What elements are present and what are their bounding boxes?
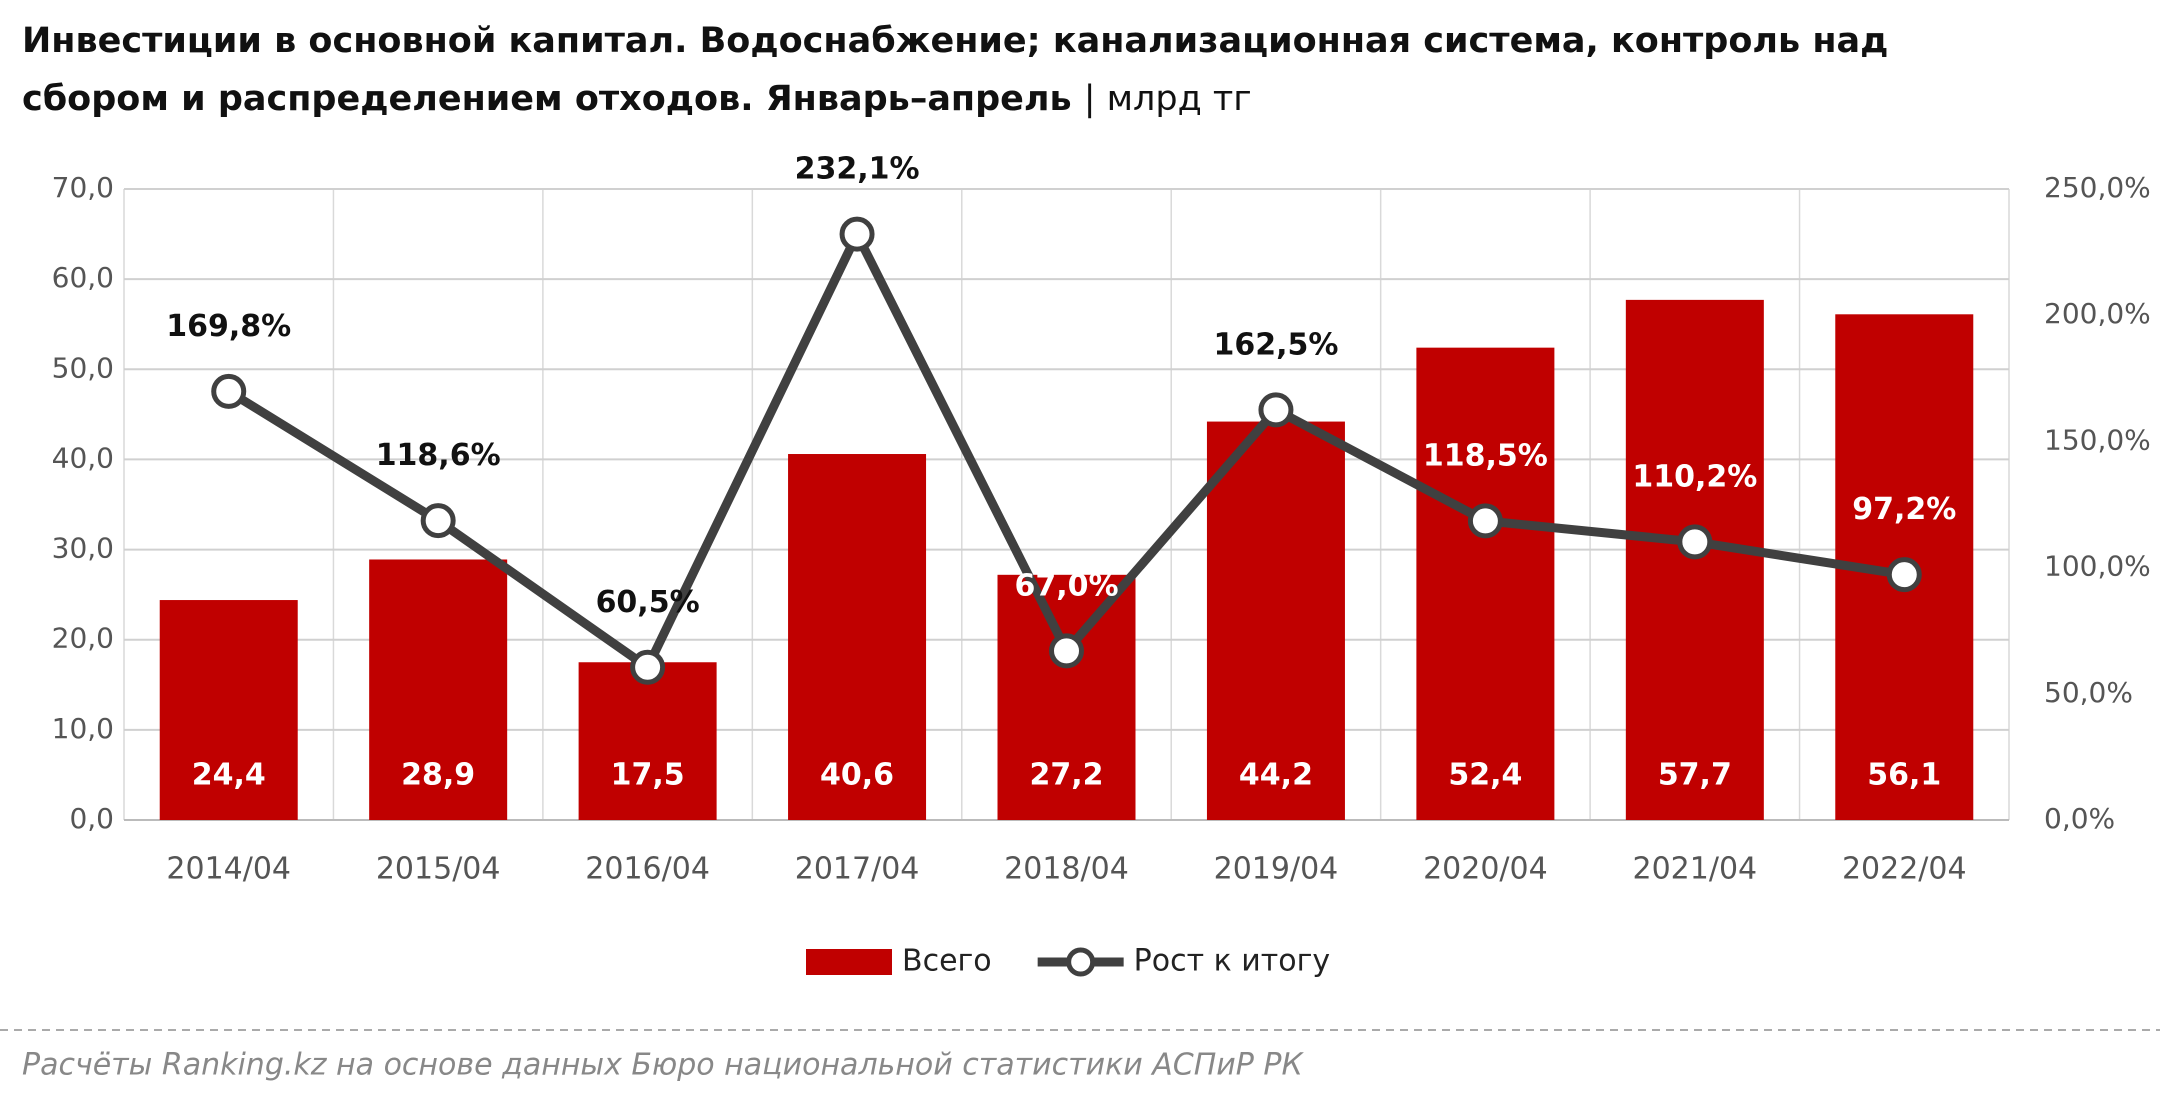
x-tick-label: 2014/04	[166, 852, 291, 887]
bar	[997, 574, 1136, 820]
line-marker	[1677, 524, 1713, 560]
line-value-label: 110,2%	[1632, 459, 1757, 494]
source-note: Расчёты Ranking.kz на основе данных Бюро…	[22, 1048, 1304, 1083]
bar	[578, 662, 717, 820]
line-marker	[420, 503, 456, 539]
line-value-label: 162,5%	[1213, 327, 1338, 362]
y-tick-label: 70,0	[52, 171, 114, 204]
y2-tick-label: 0,0%	[2044, 802, 2115, 835]
y2-tick-label: 200,0%	[2044, 297, 2151, 330]
x-tick-label: 2020/04	[1423, 852, 1548, 887]
y2-tick-label: 150,0%	[2044, 423, 2151, 456]
bar	[1206, 421, 1345, 820]
bar-value-label: 56,1	[1867, 758, 1941, 793]
line-value-label: 118,5%	[1423, 438, 1548, 473]
x-tick-label: 2022/04	[1842, 852, 1967, 887]
bar-value-label: 40,6	[820, 758, 894, 793]
line-value-label: 67,0%	[1014, 568, 1118, 603]
y-tick-label: 0,0	[69, 802, 114, 835]
bar	[369, 559, 508, 820]
chart-title-line: сбором и распределением отходов. Январь–…	[22, 79, 1252, 119]
y-tick-label: 30,0	[52, 532, 114, 565]
x-tick-label: 2021/04	[1633, 852, 1758, 887]
bar-value-label: 28,9	[401, 758, 475, 793]
y-tick-label: 60,0	[52, 261, 114, 294]
bar-value-label: 44,2	[1239, 758, 1313, 793]
x-tick-label: 2019/04	[1214, 852, 1339, 887]
bar	[1416, 347, 1555, 820]
x-tick-label: 2016/04	[585, 852, 710, 887]
bar-value-label: 27,2	[1029, 758, 1103, 793]
line-marker	[1049, 633, 1084, 669]
legend-swatch-marker	[1066, 947, 1096, 977]
bar-value-label: 17,5	[611, 758, 685, 793]
y2-tick-label: 100,0%	[2044, 550, 2151, 583]
bar	[159, 600, 298, 820]
y-tick-label: 50,0	[52, 351, 114, 384]
x-tick-label: 2017/04	[795, 852, 920, 887]
line-value-label: 60,5%	[596, 585, 700, 620]
bar-value-label: 24,4	[192, 758, 266, 793]
chart-title: Инвестиции в основной капитал. Водоснабж…	[22, 21, 1888, 61]
bar	[1625, 299, 1764, 820]
line-marker	[839, 216, 875, 252]
y2-tick-label: 250,0%	[2044, 171, 2151, 204]
bar	[788, 454, 927, 820]
bar-value-label: 57,7	[1658, 758, 1732, 793]
line-marker	[211, 373, 247, 409]
x-tick-label: 2018/04	[1004, 852, 1129, 887]
line-value-label: 97,2%	[1852, 492, 1956, 527]
chart-title: сбором и распределением отходов. Январь–…	[22, 79, 1072, 119]
line-marker	[630, 649, 666, 685]
legend-swatch	[806, 949, 892, 975]
line-value-label: 232,1%	[795, 152, 920, 187]
legend-label: Всего	[902, 944, 992, 979]
line-value-label: 118,6%	[376, 438, 501, 473]
line-marker	[1258, 392, 1294, 428]
y-tick-label: 40,0	[52, 441, 114, 474]
chart-subtitle: | млрд тг	[1084, 79, 1252, 119]
line-value-label: 169,8%	[166, 309, 291, 344]
y2-tick-label: 50,0%	[2044, 676, 2133, 709]
bar-value-label: 52,4	[1448, 758, 1522, 793]
y-tick-label: 20,0	[52, 622, 114, 655]
legend-label: Рост к итогу	[1134, 944, 1330, 979]
y-tick-label: 10,0	[52, 712, 114, 745]
line-marker	[1886, 557, 1922, 593]
x-tick-label: 2015/04	[376, 852, 501, 887]
line-marker	[1467, 503, 1503, 539]
